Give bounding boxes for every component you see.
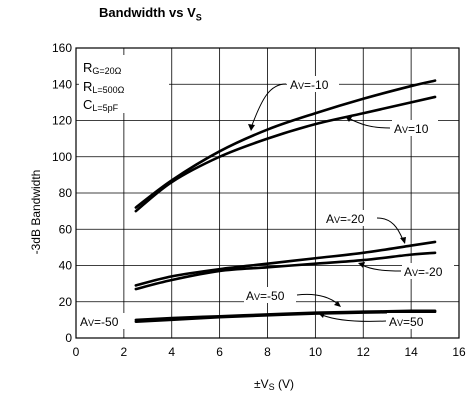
label-bg-avm50-left	[78, 313, 130, 329]
series-line	[134, 251, 437, 291]
arrow-av-m10	[248, 124, 255, 131]
label-av-m50-left: AV=-50	[80, 315, 119, 329]
label-av-50: AV=50	[389, 315, 424, 329]
condition-rl: RL=500Ω	[83, 79, 125, 95]
x-tick-label: 2	[121, 345, 128, 359]
arrow-av-50	[318, 312, 325, 318]
label-bg-avm10	[287, 76, 339, 92]
chart-title: Bandwidth vs VS	[99, 5, 202, 23]
y-tick-label: 140	[52, 77, 72, 91]
y-tick-label: 100	[52, 150, 72, 164]
x-tick-label: 14	[404, 345, 418, 359]
x-tick-label: 12	[357, 345, 371, 359]
label-av-m50-top: AV=-50	[246, 289, 285, 303]
series-line	[134, 95, 437, 213]
label-av-m20-top: AV=-20	[326, 212, 365, 226]
leader-av-50	[321, 314, 387, 322]
x-tick-label: 10	[309, 345, 323, 359]
plot-frame	[75, 47, 460, 339]
y-tick-label: 60	[59, 222, 73, 236]
x-axis-label: ±VS (V)	[254, 377, 294, 392]
leader-av-m50-top	[296, 293, 339, 305]
series-line	[134, 310, 437, 323]
series-line	[134, 79, 437, 209]
y-tick-label: 40	[59, 259, 73, 273]
label-av-10: AV=10	[394, 122, 429, 136]
label-bg-avm20a	[324, 210, 376, 226]
y-tick-label: 0	[65, 331, 72, 345]
leader-av-m10	[250, 83, 287, 129]
leader-av-m20-bottom	[361, 264, 402, 272]
y-tick-label: 160	[52, 41, 72, 55]
x-tick-label: 0	[73, 345, 80, 359]
conditions-bg	[79, 55, 169, 113]
arrow-av-m50-top	[334, 301, 341, 307]
x-tick-label: 16	[452, 345, 466, 359]
arrow-av-m20-bottom	[358, 262, 365, 268]
leader-av-m20-top	[376, 217, 404, 241]
label-av-m10: AV=-10	[290, 78, 329, 92]
y-tick-label: 20	[59, 295, 73, 309]
leader-av-10	[347, 117, 391, 129]
x-tick-label: 4	[168, 345, 175, 359]
series-lines	[134, 79, 437, 323]
y-tick-label: 80	[59, 186, 73, 200]
series-line	[134, 240, 437, 287]
curve-annotations: AV=-10 AV=10 AV=-20 AV=-20 AV=-50 AV=-50…	[78, 76, 454, 329]
label-bg-avm50	[244, 287, 296, 303]
label-bg-av50	[387, 313, 435, 329]
condition-cl: CL=5pF	[83, 97, 119, 113]
conditions-block: RG=20Ω RL=500Ω CL=5pF	[79, 55, 169, 113]
y-tick-label: 120	[52, 114, 72, 128]
label-bg-av10	[392, 120, 438, 136]
plot-border	[75, 47, 460, 339]
condition-rg: RG=20Ω	[83, 60, 122, 76]
label-av-m20-bottom: AV=-20	[404, 265, 443, 279]
y-axis-label: -3dB Bandwidth	[29, 170, 43, 255]
arrow-av-10	[345, 116, 352, 122]
arrow-av-m20-top	[400, 237, 406, 244]
x-tick-label: 8	[264, 345, 271, 359]
label-bg-avm20b	[402, 263, 454, 279]
x-tick-label: 6	[216, 345, 223, 359]
